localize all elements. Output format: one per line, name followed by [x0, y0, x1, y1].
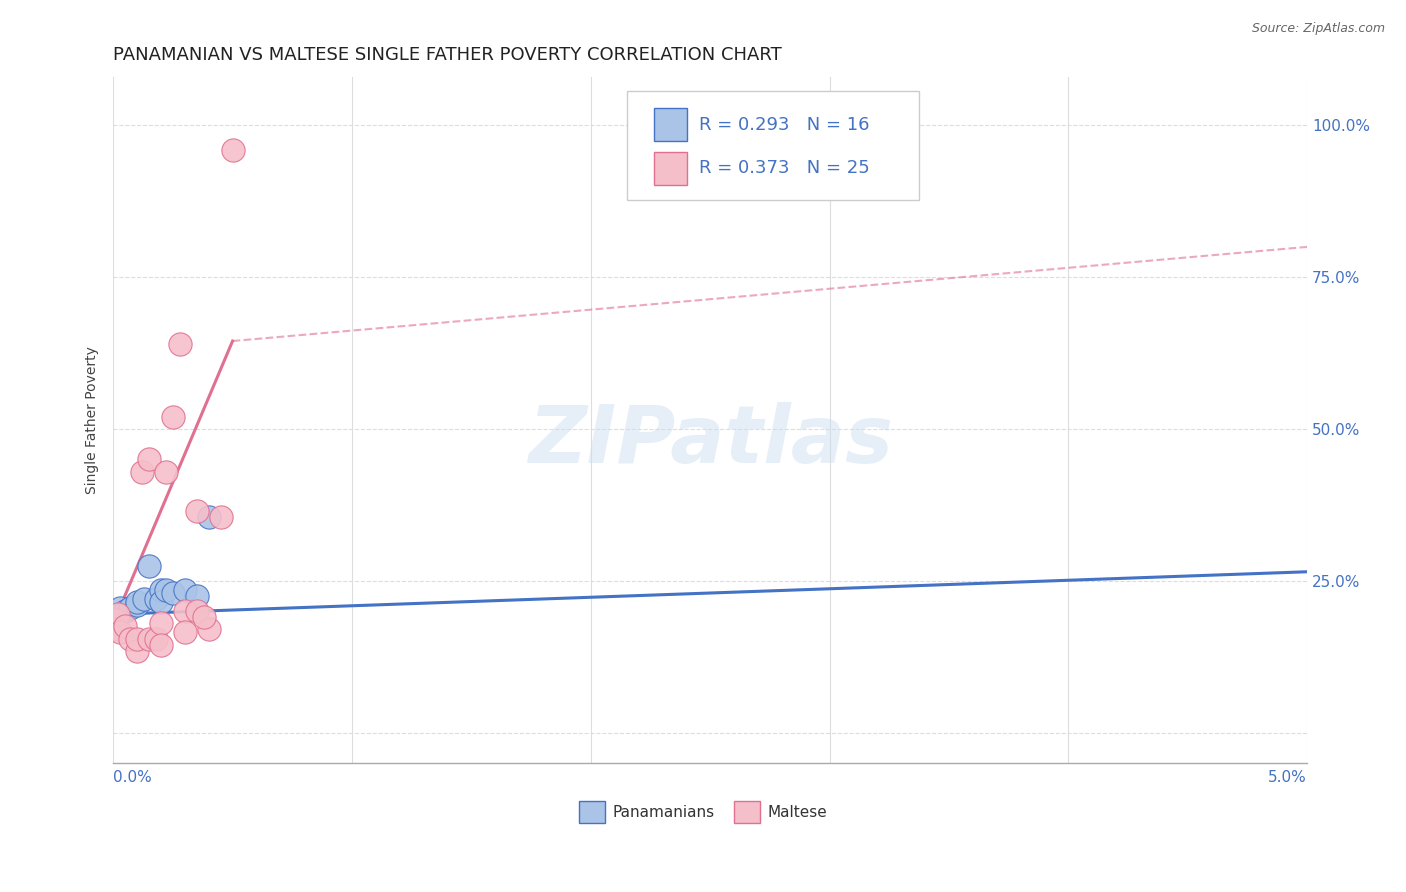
FancyBboxPatch shape: [627, 91, 920, 201]
Point: [193, 610, 215, 624]
Point: [125, 643, 148, 657]
Point: [149, 582, 172, 597]
Point: [197, 510, 219, 524]
Point: [162, 586, 184, 600]
Point: [149, 638, 172, 652]
Point: [105, 623, 128, 637]
Text: 5.0%: 5.0%: [1268, 771, 1308, 785]
Point: [138, 558, 160, 573]
Y-axis label: Single Father Poverty: Single Father Poverty: [86, 346, 100, 494]
Point: [221, 143, 243, 157]
Point: [134, 592, 156, 607]
Point: [145, 632, 167, 646]
FancyBboxPatch shape: [654, 109, 688, 142]
Point: [125, 632, 148, 646]
FancyBboxPatch shape: [579, 802, 605, 823]
FancyBboxPatch shape: [734, 802, 761, 823]
Point: [118, 601, 141, 615]
Point: [145, 592, 167, 607]
Point: [186, 604, 208, 618]
Text: Maltese: Maltese: [768, 805, 827, 820]
Point: [110, 601, 132, 615]
Text: R = 0.373   N = 25: R = 0.373 N = 25: [699, 159, 870, 178]
Point: [105, 607, 128, 622]
Point: [138, 452, 160, 467]
Point: [110, 625, 132, 640]
Point: [149, 595, 172, 609]
Text: R = 0.293   N = 16: R = 0.293 N = 16: [699, 116, 870, 134]
Point: [173, 625, 195, 640]
Text: Source: ZipAtlas.com: Source: ZipAtlas.com: [1251, 22, 1385, 36]
Point: [169, 337, 191, 351]
Point: [173, 604, 195, 618]
Point: [186, 504, 208, 518]
Point: [125, 595, 148, 609]
Text: PANAMANIAN VS MALTESE SINGLE FATHER POVERTY CORRELATION CHART: PANAMANIAN VS MALTESE SINGLE FATHER POVE…: [114, 46, 782, 64]
Point: [209, 510, 232, 524]
Point: [138, 632, 160, 646]
Point: [155, 582, 177, 597]
Point: [114, 619, 136, 633]
Point: [131, 465, 153, 479]
Point: [107, 607, 129, 622]
Point: [114, 604, 136, 618]
Point: [162, 409, 184, 424]
Point: [197, 623, 219, 637]
Point: [118, 632, 141, 646]
Point: [104, 613, 127, 627]
Point: [149, 616, 172, 631]
Text: Panamanians: Panamanians: [612, 805, 714, 820]
Point: [125, 598, 148, 612]
Point: [186, 589, 208, 603]
Text: 0.0%: 0.0%: [114, 771, 152, 785]
Point: [173, 582, 195, 597]
Point: [155, 465, 177, 479]
Text: ZIPatlas: ZIPatlas: [527, 401, 893, 480]
FancyBboxPatch shape: [654, 152, 688, 185]
